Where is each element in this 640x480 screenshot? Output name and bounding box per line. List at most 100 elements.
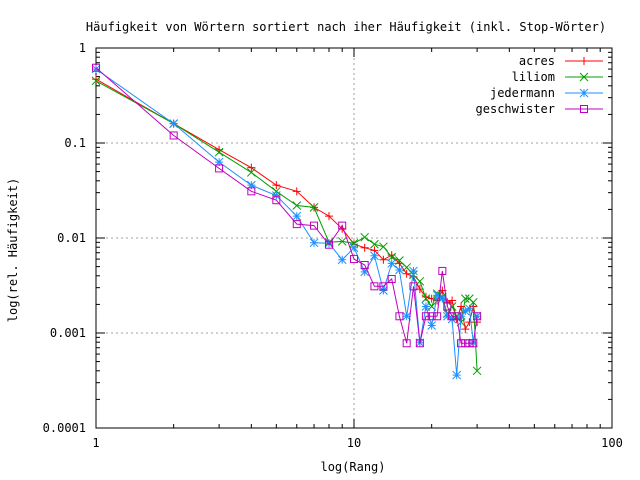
data-point-geschwister: [324, 240, 333, 249]
data-point-geschwister: [473, 312, 482, 321]
data-point-geschwister: [427, 312, 436, 321]
data-point-liliom: [91, 76, 101, 86]
data-point-liliom: [309, 203, 319, 212]
data-point-geschwister: [433, 312, 442, 321]
data-point-jedermann: [292, 211, 302, 221]
series-layer: [91, 63, 482, 380]
data-point-geschwister: [370, 282, 379, 291]
series-line-geschwister: [95, 67, 478, 344]
data-point-geschwister: [360, 260, 369, 269]
y-tick-label: 0.001: [50, 326, 86, 340]
data-point-jedermann: [387, 259, 397, 268]
data-point-jedermann: [324, 238, 334, 248]
legend-marker: [579, 72, 589, 82]
data-point-geschwister: [457, 339, 466, 348]
data-point-liliom: [387, 252, 397, 262]
data-point-liliom: [421, 294, 431, 303]
data-point-acres: [465, 318, 474, 327]
legend-item-geschwister: geschwister: [476, 102, 603, 116]
data-point-jedermann: [421, 302, 431, 311]
data-point-liliom: [395, 256, 404, 265]
data-point-geschwister: [350, 255, 358, 264]
data-point-geschwister: [443, 302, 452, 311]
data-point-acres: [448, 296, 457, 305]
x-tick-label: 10: [347, 436, 361, 450]
data-point-jedermann: [349, 243, 359, 253]
data-point-acres: [402, 269, 411, 278]
y-tick-label: 1: [79, 41, 86, 55]
data-point-jedermann: [309, 238, 319, 248]
data-point-geschwister: [92, 63, 100, 72]
data-point-liliom: [349, 238, 359, 248]
data-point-geschwister: [448, 312, 457, 321]
data-point-jedermann: [437, 294, 447, 303]
data-point-acres: [92, 75, 100, 84]
data-point-jedermann: [456, 311, 466, 321]
legend-item-acres: acres: [519, 54, 603, 68]
data-point-jedermann: [370, 251, 379, 261]
data-point-acres: [387, 251, 396, 260]
grid: [96, 48, 612, 428]
data-point-liliom: [337, 237, 347, 246]
data-point-jedermann: [337, 255, 347, 265]
data-point-liliom: [460, 294, 470, 303]
data-point-jedermann: [442, 311, 452, 321]
legend: acres liliom jedermann geschwister: [476, 54, 603, 116]
data-point-jedermann: [402, 311, 412, 321]
data-point-jedermann: [452, 370, 462, 380]
legend-marker: [580, 57, 588, 65]
data-point-geschwister: [169, 131, 178, 140]
y-tick-label: 0.01: [57, 231, 86, 245]
data-point-geschwister: [461, 339, 470, 348]
x-axis-label: log(Rang): [320, 460, 385, 474]
data-point-geschwister: [310, 221, 319, 230]
chart-title: Häufigkeit von Wörtern sortiert nach ihe…: [86, 20, 606, 34]
data-point-jedermann: [460, 306, 470, 316]
legend-marker: [580, 105, 588, 113]
data-point-jedermann: [465, 304, 474, 314]
data-point-liliom: [246, 168, 256, 177]
data-point-jedermann: [271, 191, 281, 200]
data-point-geschwister: [402, 339, 411, 348]
data-point-jedermann: [427, 321, 437, 330]
series-acres: [92, 75, 482, 334]
data-point-acres: [292, 187, 301, 196]
series-line-liliom: [95, 80, 478, 371]
data-point-geschwister: [452, 312, 461, 321]
data-point-geschwister: [247, 187, 256, 196]
data-point-jedermann: [214, 157, 224, 167]
data-point-jedermann: [246, 180, 256, 190]
data-point-geschwister: [438, 266, 447, 275]
data-point-acres: [272, 181, 281, 190]
data-point-geschwister: [292, 220, 301, 229]
y-tick-label: 0.1: [64, 136, 86, 150]
data-point-geschwister: [387, 275, 396, 284]
data-point-liliom: [214, 147, 224, 157]
data-point-jedermann: [432, 290, 442, 300]
data-point-acres: [247, 163, 256, 172]
data-point-acres: [421, 292, 430, 301]
legend-label: geschwister: [476, 102, 555, 116]
legend-marker: [579, 88, 589, 98]
data-point-liliom: [447, 302, 457, 311]
data-point-acres: [379, 255, 388, 264]
x-tick-label: 100: [601, 436, 623, 450]
data-point-geschwister: [395, 312, 404, 321]
data-point-geschwister: [338, 221, 347, 230]
data-point-geschwister: [272, 196, 281, 205]
data-point-acres: [324, 212, 333, 221]
data-point-acres: [360, 243, 369, 252]
legend-label: liliom: [512, 70, 555, 84]
legend-label: acres: [519, 54, 555, 68]
data-point-liliom: [370, 239, 379, 249]
data-point-geschwister: [421, 312, 430, 321]
data-point-jedermann: [395, 265, 404, 275]
series-geschwister: [92, 63, 482, 348]
data-point-liliom: [292, 201, 302, 210]
x-tick-label: 1: [92, 436, 99, 450]
data-point-liliom: [402, 263, 412, 272]
data-point-jedermann: [447, 314, 457, 324]
data-point-jedermann: [379, 286, 388, 295]
